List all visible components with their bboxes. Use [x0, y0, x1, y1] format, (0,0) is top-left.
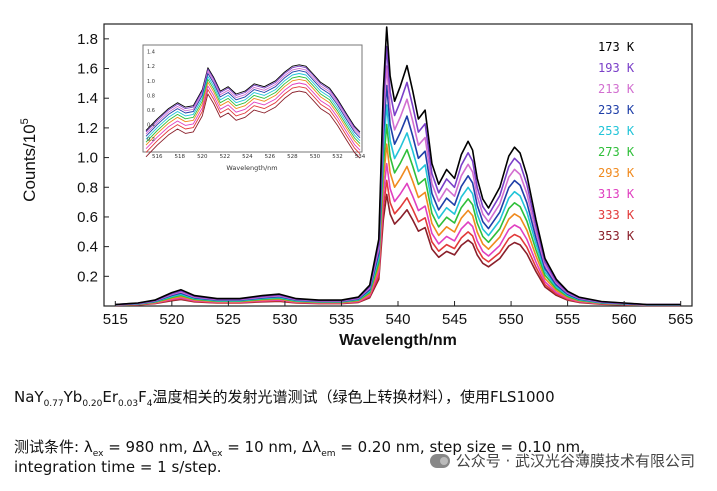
inset-series-line-313k: [145, 82, 361, 151]
inset-series-line-293k: [145, 78, 361, 147]
inset-y-tick-label: 1.2: [147, 64, 155, 70]
inset-x-tick-label: 518: [175, 154, 186, 160]
x-tick-label: 555: [555, 311, 580, 328]
inset-series-line-233k: [145, 70, 361, 139]
x-tick-label: 535: [329, 311, 354, 328]
y-tick-label: 1.8: [77, 31, 98, 48]
x-tick-label: 560: [612, 311, 637, 328]
inset-x-tick-label: 532: [332, 154, 343, 160]
inset-y-tick-label: 0.8: [147, 93, 155, 99]
caption-sub-f: 4: [146, 399, 153, 409]
legend-entry-253k: 253 K: [598, 124, 635, 138]
x-tick-label: 545: [442, 311, 467, 328]
legend-entry-333k: 333 K: [598, 208, 635, 222]
x-axis-label: Wavelength/nm: [339, 332, 457, 349]
legend-entry-353k: 353 K: [598, 229, 635, 243]
inset-curves-group: [145, 64, 361, 159]
y-axis-label-base: Counts/10: [20, 124, 39, 202]
caption-sub-em: em: [321, 449, 336, 459]
y-tick-label: 0.2: [77, 268, 98, 285]
inset-y-tick-label: 1.0: [147, 79, 155, 85]
x-tick-label: 525: [216, 311, 241, 328]
main-x-ticks: 515 520 525 530 535 540 545 550 555 560 565: [103, 301, 693, 328]
inset-series-line-253k: [145, 73, 361, 142]
watermark: 公众号 · 武汉光谷薄膜技术有限公司: [429, 450, 695, 471]
inset-y-tick-label: 0.6: [147, 108, 155, 114]
legend-entry-313k: 313 K: [598, 187, 635, 201]
x-tick-label: 540: [385, 311, 410, 328]
y-tick-label: 1.2: [77, 120, 98, 137]
inset-x-tick-label: 522: [220, 154, 231, 160]
inset-series-line-213k: [145, 67, 361, 136]
wechat-icon: [429, 453, 450, 468]
inset-x-tick-label: 520: [197, 154, 208, 160]
caption-line-2: 测试条件: λex = 980 nm, Δλex = 10 nm, Δλem =…: [14, 436, 585, 459]
legend-entry-213k: 213 K: [598, 82, 635, 96]
inset-x-tick-label: 516: [152, 154, 163, 160]
x-tick-label: 550: [499, 311, 524, 328]
inset-x-tick-label: 530: [310, 154, 321, 160]
caption-sub-ex: ex: [92, 449, 104, 459]
y-tick-label: 1.0: [77, 150, 98, 167]
y-tick-label: 1.4: [77, 90, 98, 107]
x-tick-label: 565: [668, 311, 693, 328]
series-line-313k: [115, 162, 681, 306]
inset-x-ticks: 516 518 520 522 524 526 528 530 532 534: [152, 154, 366, 160]
y-axis-label-exponent: 5: [19, 118, 31, 124]
y-tick-label: 0.4: [77, 239, 98, 256]
inset-x-tick-label: 528: [287, 154, 298, 160]
inset-frame: [142, 44, 363, 153]
caption-sub-ex2: ex: [211, 449, 223, 459]
inset-y-tick-label: 1.4: [147, 50, 155, 56]
x-tick-label: 520: [159, 311, 184, 328]
inset-y-tick-label: 0.4: [147, 123, 155, 129]
caption-em-bandwidth: = 10 nm, Δλ: [222, 438, 322, 456]
caption-ex-bandwidth: = 980 nm, Δλ: [103, 438, 212, 456]
inset-series-line-333k: [145, 86, 361, 155]
legend-entry-293k: 293 K: [598, 166, 635, 180]
caption-formula-y: NaY: [14, 388, 44, 406]
inset-series-line-173k: [145, 64, 361, 133]
y-tick-label: 1.6: [77, 61, 98, 78]
caption-sub-yb: 0.20: [82, 399, 103, 409]
caption-formula-yb: Yb: [63, 388, 83, 406]
legend: 173 K 193 K 213 K 233 K 253 K 273 K 293 K 313 K…: [598, 40, 635, 243]
series-line-333k: [115, 179, 681, 307]
inset-x-axis-label: Wavelength/nm: [226, 164, 277, 172]
caption-line-3: integration time = 1 s/step.: [14, 458, 222, 476]
inset-x-tick-label: 534: [355, 154, 366, 160]
inset-series-line-353k: [145, 90, 361, 159]
caption-conditions-label: 测试条件: λ: [14, 438, 93, 456]
caption-sub-er: 0.03: [118, 399, 139, 409]
x-tick-label: 530: [272, 311, 297, 328]
legend-entry-193k: 193 K: [598, 61, 635, 75]
caption-description: 温度相关的发射光谱测试（绿色上转换材料），使用FLS1000: [152, 388, 555, 406]
inset-series-line-193k: [145, 65, 361, 134]
caption-step-size: = 0.20 nm, step size = 0.10 nm,: [335, 438, 585, 456]
series-line-173k: [115, 26, 681, 306]
caption-sub-y: 0.77: [43, 399, 64, 409]
inset-y-ticks: 0.2 0.4 0.6 0.8 1.0 1.2 1.4: [147, 50, 155, 144]
main-y-ticks: 0.2 0.4 0.6 0.8 1.0 1.2 1.4 1.6 1.8: [77, 31, 109, 285]
caption-formula-f: F: [138, 388, 147, 406]
x-tick-label: 515: [103, 311, 128, 328]
legend-entry-173k: 173 K: [598, 40, 635, 54]
caption-formula-er: Er: [102, 388, 119, 406]
y-axis-label: Counts/105: [19, 118, 39, 202]
y-tick-label: 0.8: [77, 179, 98, 196]
inset-y-tick-label: 0.2: [147, 137, 155, 143]
main-curves-group: [115, 26, 681, 307]
caption-line-1: NaY0.77Yb0.20Er0.03F4温度相关的发射光谱测试（绿色上转换材料…: [14, 386, 555, 409]
watermark-text: 公众号 · 武汉光谷薄膜技术有限公司: [455, 452, 695, 470]
legend-entry-273k: 273 K: [598, 145, 635, 159]
legend-entry-233k: 233 K: [598, 103, 635, 117]
y-tick-label: 0.6: [77, 209, 98, 226]
inset-x-tick-label: 524: [242, 154, 253, 160]
inset-x-tick-label: 526: [265, 154, 276, 160]
inset-series-line-273k: [145, 76, 361, 144]
